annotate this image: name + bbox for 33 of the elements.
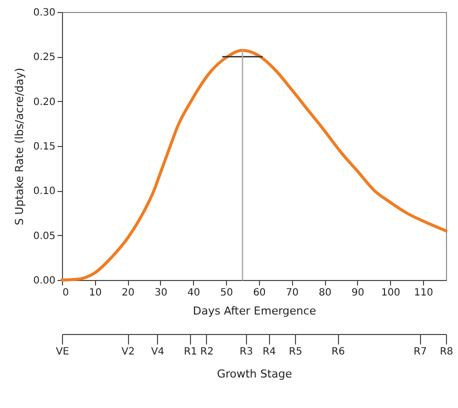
x-tick-label: 0: [62, 288, 69, 298]
x-axis-title: Days After Emergence: [192, 304, 316, 318]
x-tick-label: 100: [381, 288, 400, 298]
y-tick-label: 0.00: [33, 276, 56, 286]
x-tick-label: 50: [220, 288, 233, 298]
y-tick-label: 0.20: [33, 96, 56, 108]
category-label: V2: [122, 346, 135, 358]
category-label: R5: [288, 346, 302, 358]
category-label: VE: [56, 346, 70, 358]
category-label: R8: [440, 346, 454, 358]
text: Growth Stage: [216, 368, 292, 380]
y-tick-label: 0.10: [33, 186, 56, 198]
x-tick-label: 70: [286, 288, 299, 298]
x-tick-label: 40: [187, 288, 200, 298]
x-tick-label: 10: [88, 288, 102, 298]
x-tick-label: 60: [253, 288, 266, 298]
y-tick-label: 0.05: [33, 230, 56, 242]
y-tick-label: 0.15: [33, 142, 56, 152]
x-tick-label: 30: [154, 288, 168, 298]
y-tick-label: 0.30: [33, 8, 56, 18]
category-label: R1: [184, 346, 198, 358]
category-label: R4: [262, 346, 276, 358]
x-tick-label: 110: [414, 288, 434, 298]
y-axis-title: S Uptake Rate (lbs/acre/day): [13, 68, 26, 226]
category-label: R7: [414, 346, 427, 358]
x-tick-label: 20: [122, 288, 135, 298]
category-label: R6: [332, 346, 345, 358]
category-label: V4: [151, 346, 164, 358]
category-label: R2: [200, 346, 214, 358]
x-tick-label: 90: [352, 288, 364, 298]
category-label: R3: [240, 346, 253, 358]
x-tick-label: 80: [318, 288, 332, 298]
y-tick-label: 0.25: [33, 52, 56, 64]
